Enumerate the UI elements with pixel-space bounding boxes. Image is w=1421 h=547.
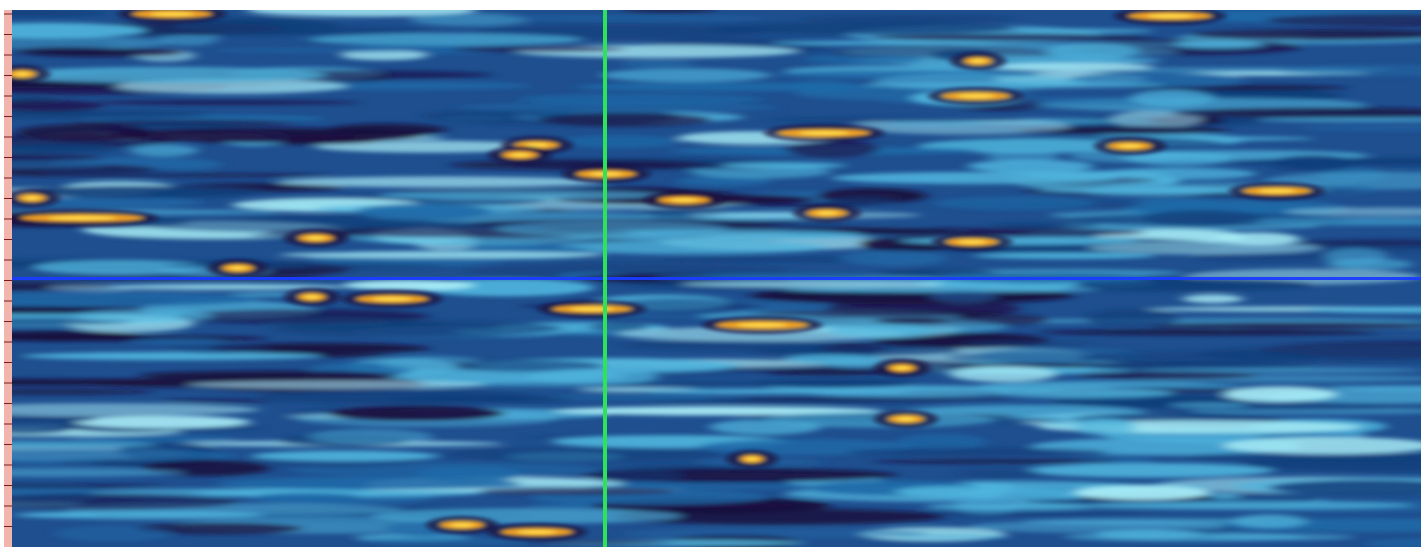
vertical-ruler (4, 10, 12, 547)
heatmap-bands (12, 10, 1421, 547)
heatmap-hotspots (12, 10, 1325, 541)
horizontal-cursor-line[interactable] (12, 277, 1421, 280)
vertical-cursor-line[interactable] (603, 10, 607, 547)
